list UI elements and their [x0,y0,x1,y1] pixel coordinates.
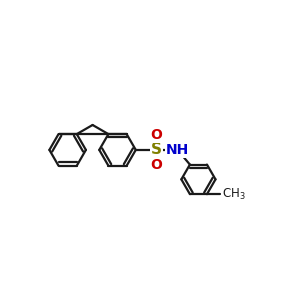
Text: NH: NH [166,143,189,157]
Text: O: O [151,128,162,142]
Text: O: O [151,158,162,172]
Text: CH$_3$: CH$_3$ [222,187,245,202]
Text: S: S [151,142,162,158]
